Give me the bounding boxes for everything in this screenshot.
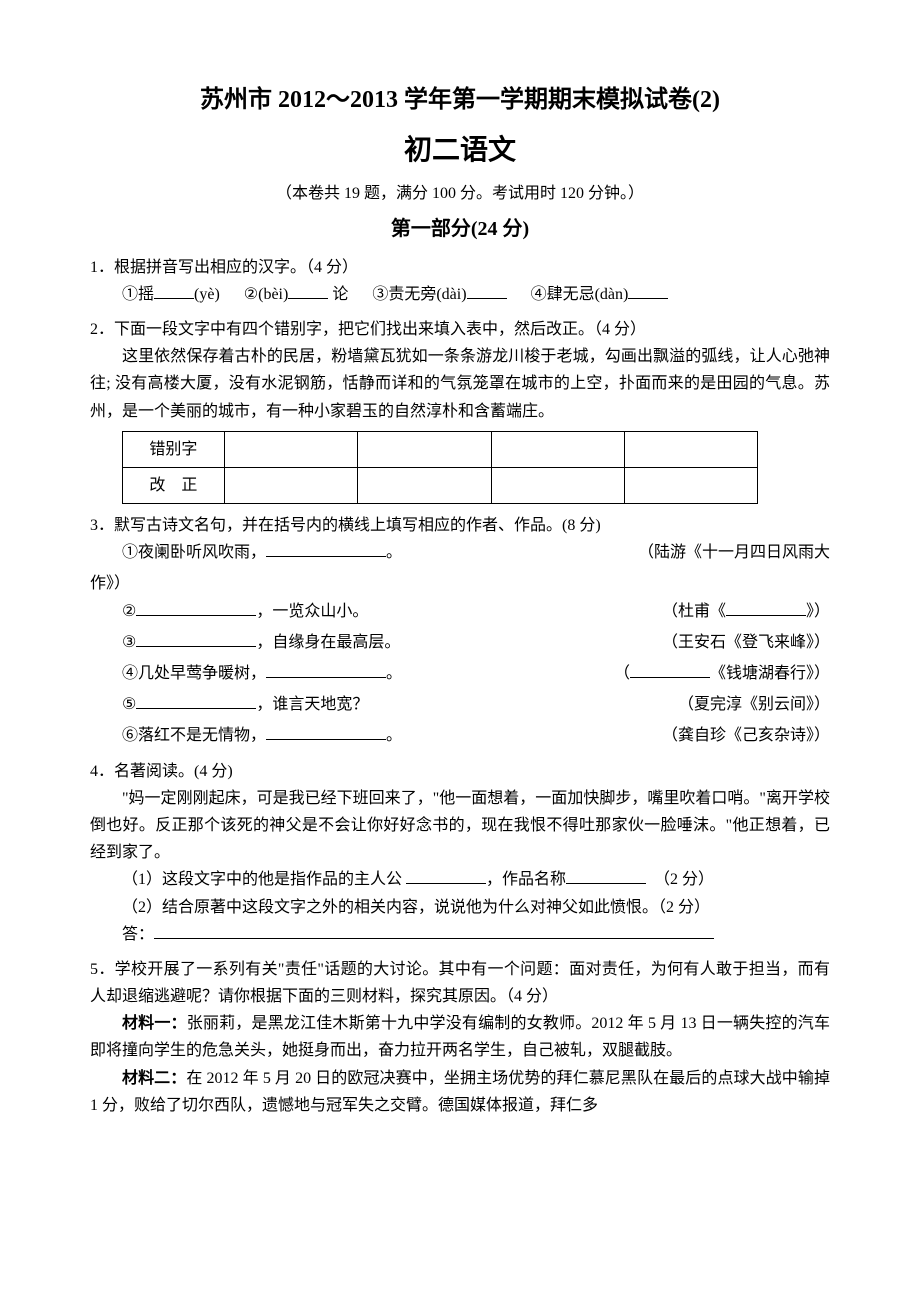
q5-material2: 材料二：在 2012 年 5 月 20 日的欧冠决赛中，坐拥主场优势的拜仁慕尼黑… <box>90 1065 830 1119</box>
row2-label: 改 正 <box>123 467 225 503</box>
q3-item2: ②，一览众山小。 （杜甫《》） <box>122 598 830 625</box>
question-4: 4．名著阅读。(4 分) "妈一定刚刚起床，可是我已经下班回来了，"他一面想着，… <box>90 758 830 948</box>
row1-label: 错别字 <box>123 431 225 467</box>
q1-opt2b: 论 <box>332 286 348 303</box>
q1-stem: 1．根据拼音写出相应的汉字。（4 分） <box>90 254 830 281</box>
cell <box>624 467 757 503</box>
q1-opt4a: ④肆无忌(dàn) <box>531 286 629 303</box>
q3-item6: ⑥落红不是无情物，。 （龚自珍《己亥杂诗》） <box>122 722 830 749</box>
q4-answer: 答： <box>90 921 830 948</box>
q1-opt1a: ①摇 <box>122 286 154 303</box>
q1-opt1b: (yè) <box>194 286 220 303</box>
q2-passage: 这里依然保存着古朴的民居，粉墙黛瓦犹如一条条游龙川梭于老城，勾画出飘溢的弧线，让… <box>90 343 830 425</box>
q5-stem: 5．学校开展了一系列有关"责任"话题的大讨论。其中有一个问题：面对责任，为何有人… <box>90 956 830 1010</box>
q3-item5: ⑤，谁言天地宽？ （夏完淳《别云间》） <box>122 691 830 718</box>
cell <box>224 467 357 503</box>
q1-opt3a: ③责无旁(dài) <box>372 286 466 303</box>
table-row: 改 正 <box>123 467 758 503</box>
table-row: 错别字 <box>123 431 758 467</box>
q3-item1: ①夜阑卧听风吹雨，。 （陆游《十一月四日风雨大 <box>122 539 830 566</box>
q1-opt2a: ②(bèi) <box>244 286 289 303</box>
cell <box>224 431 357 467</box>
q4-passage: "妈一定刚刚起床，可是我已经下班回来了，"他一面想着，一面加快脚步，嘴里吹着口哨… <box>90 785 830 867</box>
q3-item4: ④几处早莺争暖树，。 （《钱塘湖春行》） <box>122 660 830 687</box>
question-3: 3．默写古诗文名句，并在括号内的横线上填写相应的作者、作品。(8 分) ①夜阑卧… <box>90 512 830 750</box>
page-subtitle: 初二语文 <box>90 127 830 175</box>
q3-stem: 3．默写古诗文名句，并在括号内的横线上填写相应的作者、作品。(8 分) <box>90 512 830 539</box>
question-5: 5．学校开展了一系列有关"责任"话题的大讨论。其中有一个问题：面对责任，为何有人… <box>90 956 830 1119</box>
q3-item1-cont: 作》） <box>90 570 830 597</box>
cell <box>491 431 624 467</box>
q4-sub2: （2）结合原著中这段文字之外的相关内容，说说他为什么对神父如此愤恨。（2 分） <box>90 894 830 921</box>
section-header: 第一部分(24 分) <box>90 212 830 246</box>
exam-meta: （本卷共 19 题，满分 100 分。考试用时 120 分钟。） <box>90 180 830 207</box>
q3-item3: ③，自缘身在最高层。 （王安石《登飞来峰》） <box>122 629 830 656</box>
question-1: 1．根据拼音写出相应的汉字。（4 分） ①摇 (yè) ②(bèi) 论 ③责无旁… <box>90 254 830 308</box>
q5-material1: 材料一：张丽莉，是黑龙江佳木斯第十九中学没有编制的女教师。2012 年 5 月 … <box>90 1010 830 1064</box>
page-title: 苏州市 2012～2013 学年第一学期期末模拟试卷(2) <box>90 80 830 121</box>
correction-table: 错别字 改 正 <box>122 431 758 504</box>
q4-stem: 4．名著阅读。(4 分) <box>90 758 830 785</box>
question-2: 2．下面一段文字中有四个错别字，把它们找出来填入表中，然后改正。（4 分） 这里… <box>90 316 830 504</box>
cell <box>358 467 491 503</box>
q1-options: ①摇 (yè) ②(bèi) 论 ③责无旁(dài) ④肆无忌(dàn) <box>90 281 830 308</box>
cell <box>624 431 757 467</box>
cell <box>491 467 624 503</box>
q2-stem: 2．下面一段文字中有四个错别字，把它们找出来填入表中，然后改正。（4 分） <box>90 316 830 343</box>
q4-sub1: （1）这段文字中的他是指作品的主人公 ，作品名称 （2 分） <box>90 866 830 893</box>
cell <box>358 431 491 467</box>
